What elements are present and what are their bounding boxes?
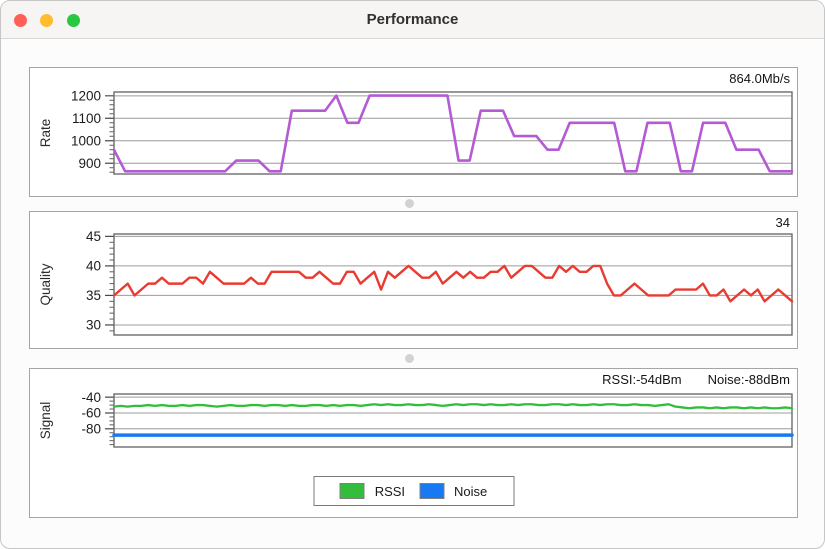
noise-color-swatch (419, 483, 445, 499)
rssi-legend-label: RSSI (374, 483, 406, 499)
rate-chart: 900 1000 1100 1200 Rate (38, 89, 794, 175)
legend-item-noise: Noise (419, 483, 487, 499)
title-bar: Performance (1, 1, 824, 39)
window-title: Performance (366, 11, 459, 28)
svg-text:-40: -40 (81, 390, 101, 405)
signal-value-labels: RSSI:-54dBm Noise:-88dBm (602, 372, 790, 387)
svg-text:Rate: Rate (38, 119, 53, 148)
svg-text:30: 30 (86, 318, 101, 333)
signal-chart: -40-60-80 Signal (38, 390, 794, 448)
svg-text:900: 900 (78, 156, 101, 171)
svg-text:40: 40 (86, 259, 101, 274)
signal-panel: -40 -60 -80 Signal RSSI:-54dBm Noise:-88dBm… (29, 368, 798, 518)
svg-text:Quality: Quality (38, 263, 53, 305)
quality-chart: 30 35 40 45 Quality (38, 229, 794, 336)
rate-panel: 900 1000 1100 1200 Rate 864.0Mb/s (29, 67, 798, 197)
svg-text:1100: 1100 (72, 111, 101, 126)
svg-text:1200: 1200 (71, 89, 101, 104)
splitter-handle[interactable] (405, 199, 414, 208)
svg-text:-80: -80 (81, 422, 101, 437)
quality-value-label: 34 (775, 215, 790, 230)
svg-text:35: 35 (86, 288, 101, 303)
zoom-button[interactable] (67, 14, 80, 27)
svg-text:-60: -60 (81, 406, 101, 421)
signal-legend: RSSI Noise (313, 476, 514, 506)
rate-value-label: 864.0Mb/s (729, 71, 790, 86)
minimize-button[interactable] (40, 14, 53, 27)
svg-text:1000: 1000 (71, 133, 101, 148)
close-button[interactable] (14, 14, 27, 27)
rssi-color-swatch (339, 483, 365, 499)
splitter-handle[interactable] (405, 354, 414, 363)
legend-item-rssi: RSSI (339, 483, 406, 499)
noise-legend-label: Noise (454, 483, 488, 499)
quality-panel: 30 35 40 45 Quality 34 (29, 211, 798, 349)
noise-value-label: Noise:-88dBm (707, 372, 790, 387)
rssi-value-label: RSSI:-54dBm (602, 372, 682, 387)
svg-text:Signal: Signal (38, 402, 53, 440)
svg-text:45: 45 (86, 229, 101, 244)
